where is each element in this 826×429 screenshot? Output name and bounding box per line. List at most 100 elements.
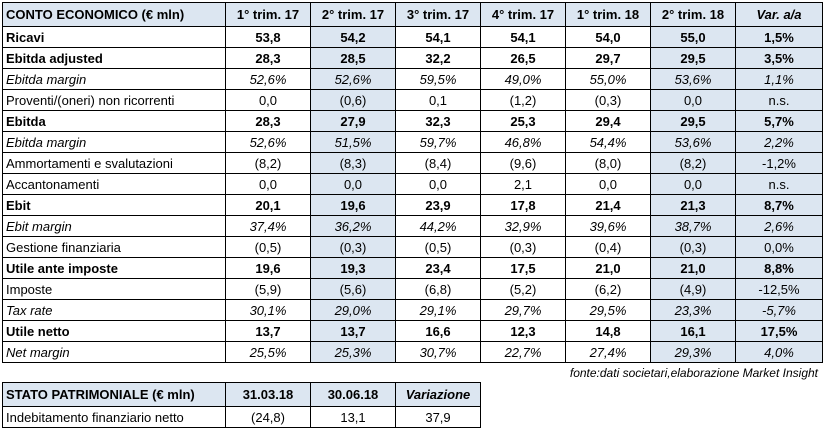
row-label: Net margin [2, 341, 226, 363]
cell-value: 0,0 [225, 89, 311, 111]
cell-value: (0,5) [395, 236, 481, 258]
table-row: Utile ante imposte 19,6 19,3 23,4 17,5 21,0 21… [2, 257, 823, 279]
cell-value: 28,5 [310, 47, 396, 69]
cell-value: 16,1 [650, 320, 736, 342]
table-row: Ebitda 28,3 27,9 32,3 25,3 29,4 29,5 5,7% [2, 110, 823, 132]
cell-value: 29,0% [310, 299, 396, 321]
cell-value: 29,4 [565, 110, 651, 132]
cell-value: (8,0) [565, 152, 651, 174]
cell-value: 22,7% [480, 341, 566, 363]
balance-table: STATO PATRIMONIALE (€ mln) 31.03.18 30.06.… [2, 382, 481, 428]
cell-value: 37,9 [395, 406, 481, 428]
cell-value: 29,1% [395, 299, 481, 321]
cell-value: 32,2 [395, 47, 481, 69]
cell-value: (8,3) [310, 152, 396, 174]
row-label: Ebit margin [2, 215, 226, 237]
cell-value: (6,2) [565, 278, 651, 300]
cell-value: 54,1 [395, 26, 481, 48]
cell-value: (0,4) [565, 236, 651, 258]
cell-value: 54,4% [565, 131, 651, 153]
cell-value: 53,6% [650, 68, 736, 90]
header-row: CONTO ECONOMICO (€ mln) 1° trim. 17 2° tri… [2, 2, 823, 27]
cell-value: 19,6 [310, 194, 396, 216]
cell-value: 4,0% [735, 341, 823, 363]
cell-value: 37,4% [225, 215, 311, 237]
cell-value: 52,6% [225, 131, 311, 153]
row-label: Ricavi [2, 26, 226, 48]
cell-value: 0,0 [565, 173, 651, 195]
cell-value: -12,5% [735, 278, 823, 300]
cell-value: 1,1% [735, 68, 823, 90]
cell-value: 55,0 [650, 26, 736, 48]
cell-value: 54,0 [565, 26, 651, 48]
cell-value: (8,4) [395, 152, 481, 174]
cell-value: 8,7% [735, 194, 823, 216]
cell-value: (0,3) [310, 236, 396, 258]
column-header: 4° trim. 17 [480, 2, 566, 27]
table-title: STATO PATRIMONIALE (€ mln) [2, 382, 226, 407]
cell-value: 53,6% [650, 131, 736, 153]
row-label: Utile ante imposte [2, 257, 226, 279]
column-header: 2° trim. 18 [650, 2, 736, 27]
cell-value: 23,4 [395, 257, 481, 279]
column-header: 1° trim. 17 [225, 2, 311, 27]
cell-value: 32,3 [395, 110, 481, 132]
cell-value: 12,3 [480, 320, 566, 342]
column-header: Var. a/a [735, 2, 823, 27]
cell-value: 59,7% [395, 131, 481, 153]
table-row: Indebitamento finanziario netto (24,8) 13,… [2, 406, 481, 428]
cell-value: 25,5% [225, 341, 311, 363]
cell-value: (0,3) [480, 236, 566, 258]
cell-value: (8,2) [650, 152, 736, 174]
row-label: Ebitda adjusted [2, 47, 226, 69]
source-note: fonte:dati societari,elaborazione Market… [569, 366, 818, 380]
cell-value: 0,0 [395, 173, 481, 195]
cell-value: 17,5 [480, 257, 566, 279]
cell-value: (6,8) [395, 278, 481, 300]
cell-value: n.s. [735, 89, 823, 111]
row-label: Tax rate [2, 299, 226, 321]
cell-value: 13,7 [310, 320, 396, 342]
column-header: 30.06.18 [310, 382, 396, 407]
cell-value: (9,6) [480, 152, 566, 174]
cell-value: 2,2% [735, 131, 823, 153]
table-title: CONTO ECONOMICO (€ mln) [2, 2, 226, 27]
cell-value: 20,1 [225, 194, 311, 216]
cell-value: 59,5% [395, 68, 481, 90]
cell-value: 21,0 [650, 257, 736, 279]
table-row: Utile netto 13,7 13,7 16,6 12,3 14,8 16,1 17,5% [2, 320, 823, 342]
column-header: 31.03.18 [225, 382, 311, 407]
cell-value: 27,4% [565, 341, 651, 363]
cell-value: 55,0% [565, 68, 651, 90]
cell-value: 0,0% [735, 236, 823, 258]
cell-value: 52,6% [310, 68, 396, 90]
cell-value: 53,8 [225, 26, 311, 48]
cell-value: 8,8% [735, 257, 823, 279]
row-label: Ebitda margin [2, 131, 226, 153]
cell-value: 28,3 [225, 110, 311, 132]
cell-value: 0,0 [650, 173, 736, 195]
cell-value: 2,6% [735, 215, 823, 237]
cell-value: 54,2 [310, 26, 396, 48]
cell-value: (0,3) [565, 89, 651, 111]
cell-value: 28,3 [225, 47, 311, 69]
cell-value: (0,6) [310, 89, 396, 111]
row-label: Ammortamenti e svalutazioni [2, 152, 226, 174]
row-label: Ebit [2, 194, 226, 216]
column-header: 3° trim. 17 [395, 2, 481, 27]
cell-value: (24,8) [225, 406, 311, 428]
cell-value: n.s. [735, 173, 823, 195]
cell-value: 0,0 [650, 89, 736, 111]
cell-value: -1,2% [735, 152, 823, 174]
cell-value: 26,5 [480, 47, 566, 69]
table-row: Tax rate 30,1% 29,0% 29,1% 29,7% 29,5% 23,3% -5… [2, 299, 823, 321]
cell-value: 29,7% [480, 299, 566, 321]
cell-value: 44,2% [395, 215, 481, 237]
cell-value: 38,7% [650, 215, 736, 237]
column-header: 2° trim. 17 [310, 2, 396, 27]
cell-value: 46,8% [480, 131, 566, 153]
cell-value: 23,9 [395, 194, 481, 216]
cell-value: 25,3% [310, 341, 396, 363]
cell-value: 0,1 [395, 89, 481, 111]
